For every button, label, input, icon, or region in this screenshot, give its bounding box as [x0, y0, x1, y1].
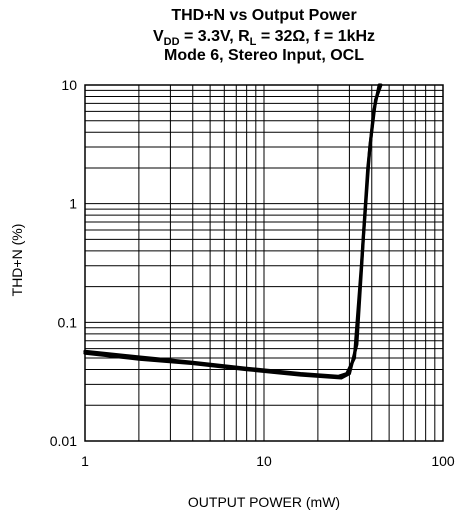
series-line-2	[83, 83, 383, 380]
grid	[85, 85, 443, 441]
chart-title-line2: VDD = 3.3V, RL = 32Ω, f = 1kHz	[153, 28, 375, 48]
chart-title-line3: Mode 6, Stereo Input, OCL	[164, 47, 364, 64]
y-tick-label: 10	[61, 77, 77, 93]
x-tick-label: 1	[81, 453, 89, 469]
title-rl-sub: L	[250, 36, 257, 48]
y-tick-label: 0.01	[50, 433, 77, 449]
y-tick-label: 1	[69, 196, 77, 212]
title-vdd: V	[153, 28, 164, 45]
y-tick-label: 0.1	[58, 314, 78, 330]
tick-labels: 1 10 100 0.01 0.1 1 10	[50, 77, 455, 469]
series-line-1	[83, 83, 381, 378]
plot-frame	[84, 84, 444, 442]
x-tick-label: 10	[256, 453, 272, 469]
series-layer	[83, 83, 383, 380]
title-vdd-rest: = 3.3V, R	[180, 28, 251, 45]
chart-title-line1: THD+N vs Output Power	[171, 7, 356, 24]
x-axis-label: OUTPUT POWER (mW)	[188, 494, 340, 510]
title-vdd-sub: DD	[164, 36, 180, 48]
title-rl-rest: = 32Ω, f = 1kHz	[256, 28, 375, 45]
y-axis-label: THD+N (%)	[9, 224, 25, 297]
x-tick-label: 100	[431, 453, 455, 469]
